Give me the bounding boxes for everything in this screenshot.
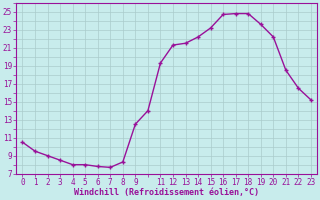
X-axis label: Windchill (Refroidissement éolien,°C): Windchill (Refroidissement éolien,°C) [74, 188, 259, 197]
